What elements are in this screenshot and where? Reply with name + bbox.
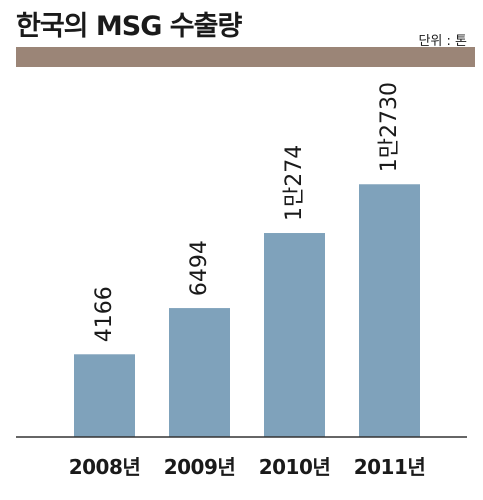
bar-value-label: 6494	[187, 240, 212, 296]
bar-2011년	[359, 184, 420, 437]
bar-value-label: 1만2730	[377, 82, 402, 172]
bar-2010년	[264, 233, 325, 437]
bars-group: 4166 6494 1만274 1만2730	[74, 82, 420, 437]
category-label: 2009년	[164, 455, 236, 479]
bar-value-label: 4166	[92, 286, 117, 342]
category-labels: 2008년 2009년 2010년 2011년	[69, 455, 426, 479]
bar-2009년	[169, 308, 230, 437]
category-label: 2010년	[259, 455, 331, 479]
title-divider-bar	[16, 47, 475, 67]
bar-2008년	[74, 354, 135, 437]
category-label: 2008년	[69, 455, 141, 479]
bar-value-label: 1만274	[282, 145, 307, 221]
category-label: 2011년	[354, 455, 426, 479]
unit-label: 단위 : 톤	[418, 34, 467, 49]
chart-title: 한국의 MSG 수출량	[16, 11, 242, 42]
